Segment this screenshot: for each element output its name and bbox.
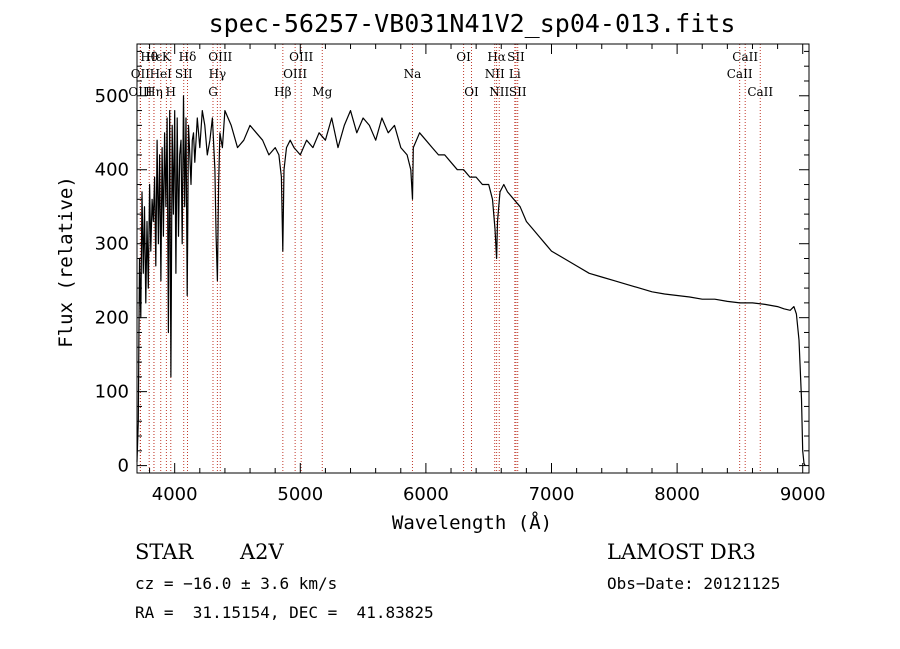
line-label-18: CaII [727,67,753,81]
x-tick-label-0: 4000 [152,484,198,505]
line-label-2: K [162,50,172,64]
line-label-13: Hγ [209,67,227,81]
axis-ticks: 4000 5000 6000 7000 8000 9000 0 100 200 300 400 500 [95,44,826,505]
y-tick-label-2: 200 [95,308,129,329]
object-class: STAR [135,540,194,564]
chart-title: spec-56257-VB031N41V2_sp04-013.fits [209,9,736,38]
x-tick-label-5: 9000 [780,484,826,505]
line-label-24: Mg [312,85,332,99]
plot-frame [136,43,810,474]
obs-date: Obs−Date: 20121125 [607,574,781,593]
spectrum-line [136,95,806,466]
line-label-23: Hβ [274,85,291,99]
x-tick-label-1: 5000 [277,484,323,505]
line-label-8: SII [507,50,525,64]
line-label-21: H [166,85,176,99]
line-label-27: SII [509,85,527,99]
y-tick-label-1: 100 [95,382,129,403]
line-label-9: CaII [732,50,758,64]
coordinates: RA = 31.15154, DEC = 41.83825 [135,603,434,622]
line-label-5: OIII [289,50,313,64]
line-label-22: G [208,85,218,99]
line-label-6: OI [456,50,471,64]
redshift-text: cz = −16.0 ± 3.6 km/s [135,574,338,593]
line-label-20: Hη [145,85,163,99]
line-label-17: Li [509,67,521,81]
x-tick-label-4: 8000 [654,484,700,505]
spectrum-series [136,95,806,466]
y-tick-label-3: 300 [95,234,129,255]
line-label-26: NII [489,85,509,99]
y-tick-label-4: 400 [95,160,129,181]
line-label-3: Hδ [179,50,197,64]
line-label-7: Hα [487,50,506,64]
line-label-15: Na [404,67,422,81]
line-label-12: SII [175,67,193,81]
y-tick-label-5: 500 [95,86,129,107]
line-label-4: OIII [208,50,232,64]
y-axis-label: Flux (relative) [55,176,77,348]
subclass: A2V [240,540,284,564]
y-tick-label-0: 0 [118,456,129,477]
x-tick-label-3: 7000 [529,484,575,505]
line-label-14: OIII [283,67,307,81]
line-label-16: NII [485,67,505,81]
line-label-28: CaII [747,85,773,99]
survey-name: LAMOST DR3 [607,540,756,564]
x-axis-label: Wavelength (Å) [392,511,552,534]
line-label-25: OI [464,85,479,99]
x-tick-label-2: 6000 [403,484,449,505]
line-label-11: HeI [150,67,173,81]
